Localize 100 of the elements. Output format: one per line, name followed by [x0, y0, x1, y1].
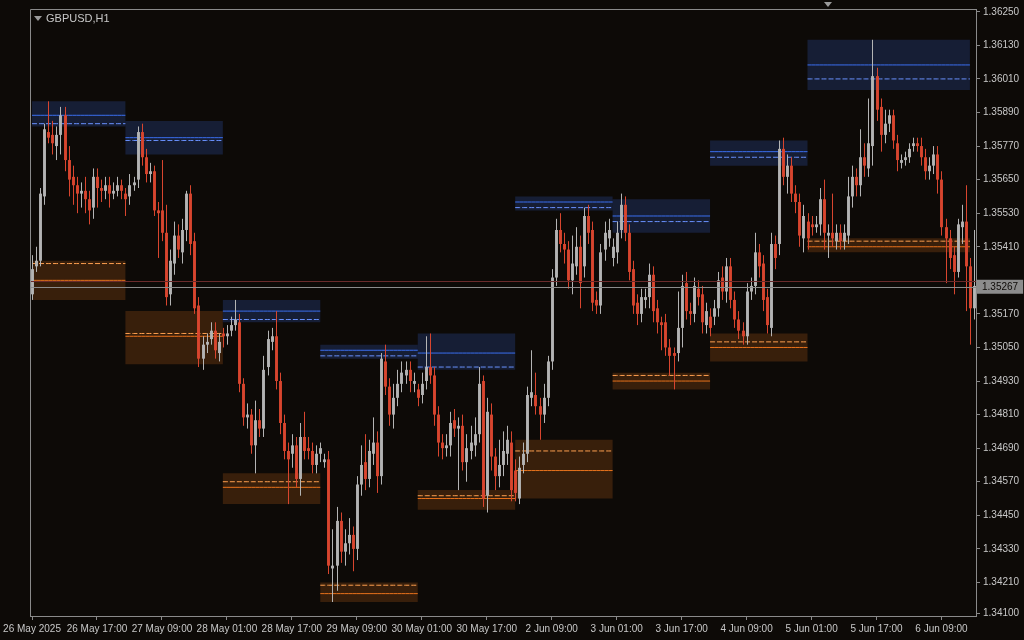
candlestick: [35, 246, 38, 273]
candlestick: [400, 360, 403, 393]
candlestick: [104, 176, 107, 200]
y-tick-label: 1.34450: [983, 509, 1020, 521]
candlestick: [920, 137, 923, 167]
y-tick-label: 1.34100: [983, 606, 1020, 618]
candlestick: [831, 193, 834, 248]
candlestick: [210, 321, 213, 346]
y-tick-label: 1.35530: [983, 206, 1020, 218]
candlestick: [108, 176, 111, 209]
candlestick: [226, 324, 229, 346]
candlestick: [465, 433, 468, 483]
candlestick: [364, 433, 367, 491]
candlestick: [206, 332, 209, 354]
x-tick-label: 6 Jun 09:00: [915, 622, 969, 634]
y-tick-label: 1.34930: [983, 374, 1020, 386]
y-tick-label: 1.35410: [983, 240, 1020, 252]
candlestick: [945, 218, 948, 284]
candlestick: [884, 109, 887, 144]
candlestick: [575, 226, 578, 276]
y-tick-label: 1.34210: [983, 576, 1020, 588]
candlestick: [348, 517, 351, 555]
y-tick-label: 1.36130: [983, 39, 1020, 51]
x-tick-label: 29 May 09:00: [326, 622, 388, 634]
candlestick: [502, 430, 505, 477]
candlestick: [543, 383, 546, 424]
candlestick: [571, 235, 574, 295]
candlestick: [161, 159, 164, 242]
candlestick: [214, 321, 217, 360]
candlestick: [928, 156, 931, 181]
candlestick: [855, 167, 858, 197]
candlestick: [55, 125, 58, 161]
candlestick: [713, 299, 716, 326]
candlestick: [506, 425, 509, 466]
candlestick: [660, 316, 663, 351]
candlestick: [470, 425, 473, 460]
candlestick: [908, 142, 911, 164]
candlestick: [774, 235, 777, 270]
candlestick: [498, 439, 501, 488]
candlestick: [68, 145, 71, 197]
candlestick: [888, 109, 891, 133]
candlestick: [559, 212, 562, 253]
candlestick: [896, 134, 899, 172]
candlestick: [319, 442, 322, 463]
candlestick: [303, 411, 306, 460]
candlestick: [425, 335, 428, 390]
candlestick: [539, 397, 542, 441]
candlestick: [973, 229, 976, 320]
candlestick: [709, 307, 712, 337]
candlestick: [307, 436, 310, 460]
candlestick: [640, 288, 643, 323]
candlestick: [360, 444, 363, 497]
candlestick: [750, 277, 753, 301]
candlestick: [409, 360, 412, 393]
candlestick: [145, 148, 148, 183]
candlestick: [413, 372, 416, 393]
candlestick: [949, 229, 952, 270]
candlestick: [604, 221, 607, 262]
candlestick: [474, 416, 477, 458]
x-tick-label: 28 May 01:00: [196, 622, 258, 634]
candlestick: [851, 165, 854, 209]
candlestick: [230, 316, 233, 337]
x-tick-label: 4 Jun 09:00: [720, 622, 774, 634]
candlestick: [311, 442, 314, 474]
y-tick-label: 1.34570: [983, 475, 1020, 487]
y-tick-label: 1.36010: [983, 72, 1020, 84]
candlestick: [457, 416, 460, 491]
candlestick: [835, 223, 838, 251]
y-tick-label: 1.35050: [983, 341, 1020, 353]
chart-title: GBPUSD,H1: [46, 12, 110, 24]
candlestick: [794, 184, 797, 214]
candlestick: [616, 221, 619, 265]
candlestick: [177, 223, 180, 259]
x-tick-label: 3 Jun 17:00: [655, 622, 709, 634]
candlestick: [202, 335, 205, 371]
candlestick: [59, 106, 62, 155]
candlestick: [181, 218, 184, 265]
candlestick: [51, 120, 54, 155]
candlestick: [494, 447, 497, 491]
candlestick: [839, 223, 842, 251]
candlestick: [287, 442, 290, 505]
x-tick-label: 27 May 09:00: [131, 622, 193, 634]
candlestick: [315, 444, 318, 474]
candlestick: [673, 346, 676, 390]
candlestick: [234, 299, 237, 332]
y-tick-label: 1.36250: [983, 5, 1020, 17]
candlestick: [453, 408, 456, 438]
candlestick: [802, 204, 805, 253]
candlestick: [449, 411, 452, 458]
candlestick: [417, 383, 420, 407]
candlestick: [96, 167, 99, 209]
candlestick: [445, 433, 448, 458]
x-tick-label: 26 May 17:00: [66, 622, 128, 634]
x-tick-label: 3 Jun 01:00: [590, 622, 644, 634]
x-tick-label: 5 Jun 17:00: [850, 622, 904, 634]
x-tick-label: 30 May 01:00: [391, 622, 453, 634]
candlestick: [441, 433, 444, 460]
x-tick-label: 5 Jun 01:00: [785, 622, 839, 634]
candlestick: [88, 190, 91, 225]
candlestick: [218, 332, 221, 362]
